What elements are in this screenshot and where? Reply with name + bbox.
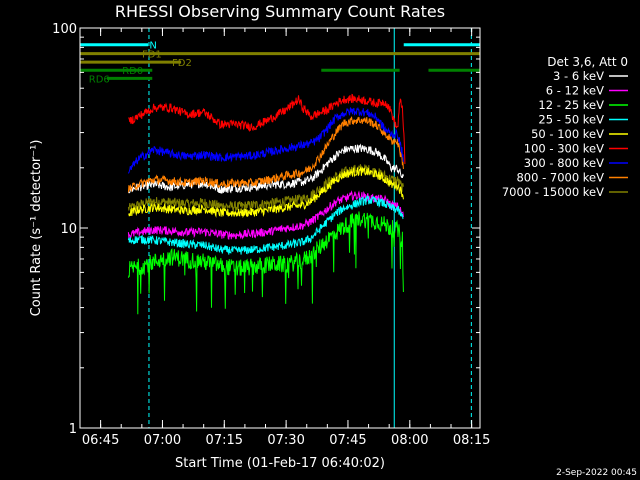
legend-label-2: 12 - 25 keV [538,98,604,112]
y-ticks: 1 10 100 [52,22,480,437]
y-tick-label-2: 100 [52,22,77,37]
legend-title: Det 3,6, Att 0 [547,55,628,69]
legend-label-5: 100 - 300 keV [524,142,604,156]
x-tick-label-6: 08:15 [453,433,490,448]
x-tick-label-4: 07:45 [329,433,366,448]
series-line-3 [127,194,404,255]
x-ticks: 06:45 07:00 07:15 07:30 07:45 08:00 08:15 [79,28,490,448]
y-tick-label-0: 1 [69,422,77,437]
state-bar-label-2: FD2 [172,58,192,69]
state-bar-label-3: RD0 [122,66,143,77]
series-line-0 [127,143,404,194]
date-stamp: 2-Sep-2022 00:45 [556,468,637,478]
series-line-1 [127,190,404,240]
chart-title: RHESSI Observing Summary Count Rates [115,2,445,21]
x-tick-label-5: 08:00 [391,433,428,448]
series-lines [127,93,406,315]
x-tick-label-0: 06:45 [82,433,119,448]
series-line-2 [127,211,404,315]
x-axis-label: Start Time (01-Feb-17 06:40:02) [175,456,385,471]
x-tick-label-2: 07:15 [206,433,243,448]
state-bar-label-4: RD6 [89,74,110,85]
state-bar-label-0: N [149,41,156,52]
legend-label-6: 300 - 800 keV [524,156,604,170]
series-line-6 [127,106,404,174]
legend-label-0: 3 - 6 keV [553,69,604,83]
legend-label-1: 6 - 12 keV [546,84,604,98]
series-line-5 [128,93,406,165]
legend-label-7: 800 - 7000 keV [516,171,604,185]
x-tick-label-3: 07:30 [267,433,304,448]
series-line-7 [127,116,404,193]
y-axis-label: Count Rate (s⁻¹ detector⁻¹) [29,140,44,317]
legend-label-3: 25 - 50 keV [538,113,604,127]
legend-label-8: 7000 - 15000 keV [502,185,604,199]
series-line-4 [128,166,404,219]
x-tick-label-1: 07:00 [144,433,181,448]
legend-label-4: 50 - 100 keV [531,127,604,141]
y-tick-label-1: 10 [60,222,77,237]
state-bar-label-1: FD1 [142,50,162,61]
